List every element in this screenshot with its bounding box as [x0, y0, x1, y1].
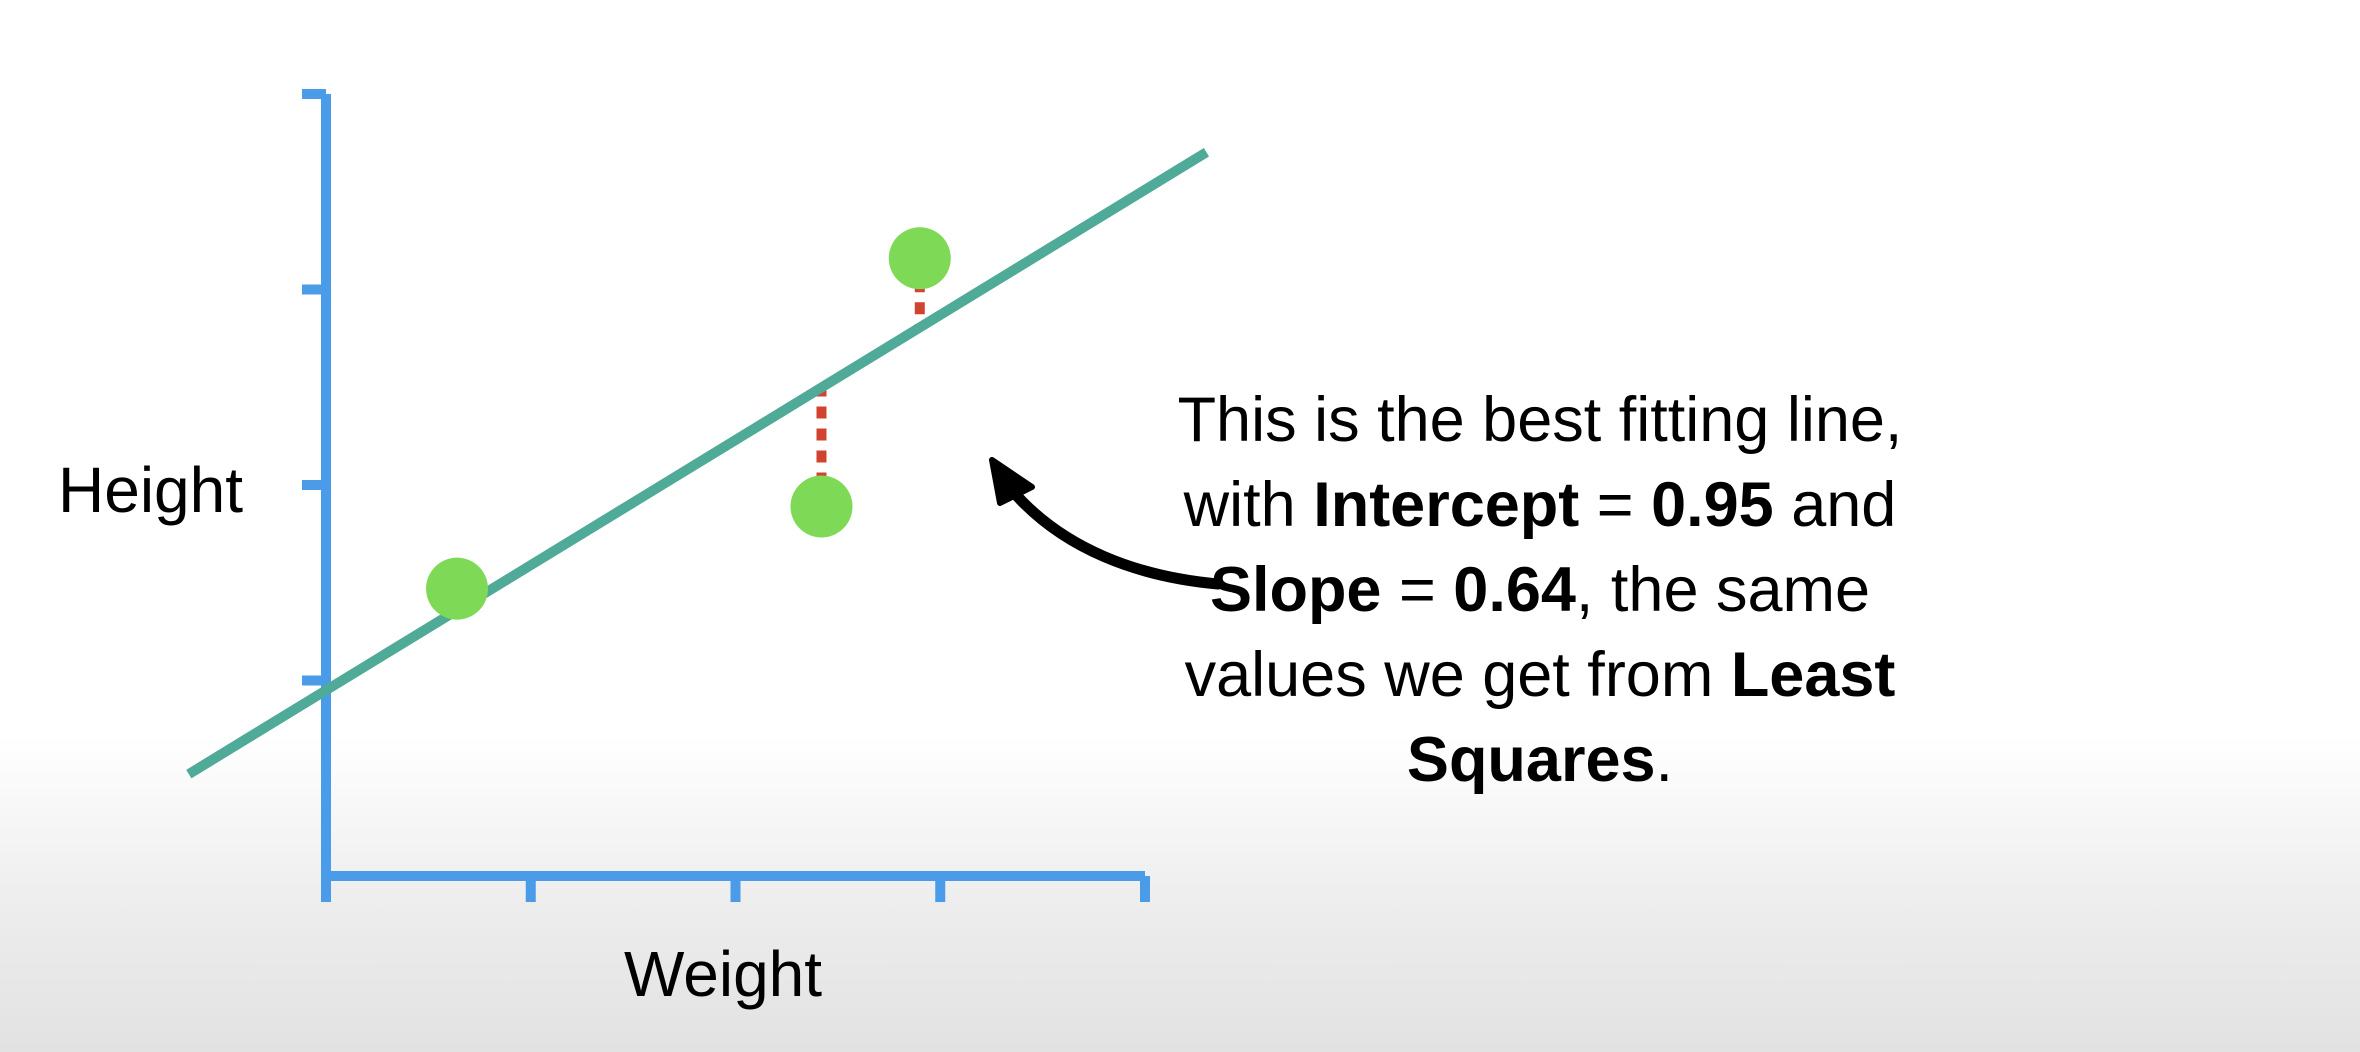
annotation-text-segment: This is the best fitting line,: [1177, 385, 1903, 455]
intercept-label: Intercept: [1313, 470, 1580, 540]
x-axis-label: Weight: [624, 938, 823, 1010]
annotation-text-segment: =: [1381, 555, 1454, 625]
slope-label: Slope: [1209, 555, 1382, 625]
annotation-line-1: This is the best fitting line,: [1170, 378, 1910, 463]
annotation-text-segment: =: [1579, 470, 1652, 540]
data-points: [426, 227, 951, 620]
annotation-arrow: [1004, 482, 1224, 590]
data-point: [790, 475, 853, 538]
y-axis-label: Height: [58, 454, 243, 526]
annotation-text-segment: with: [1183, 470, 1314, 540]
annotation-text-segment: values we get from: [1184, 640, 1731, 710]
annotation-text: This is the best fitting line, with Inte…: [1170, 378, 1910, 803]
data-point: [888, 227, 951, 290]
annotation-line-2: with Intercept = 0.95 and: [1170, 463, 1910, 548]
axes: [302, 89, 1150, 902]
annotation-line-4: values we get from Least: [1170, 633, 1910, 718]
fit-line-layer: [186, 147, 1210, 779]
fit-line: [186, 147, 1210, 779]
annotation-line-3: Slope = 0.64, the same: [1170, 548, 1910, 633]
slope-value: 0.64: [1453, 555, 1576, 625]
arrow-head-icon: [989, 457, 1035, 506]
annotation-text-segment: and: [1773, 470, 1897, 540]
intercept-value: 0.95: [1651, 470, 1774, 540]
annotation-text-segment: , the same: [1575, 555, 1871, 625]
residuals: [452, 258, 925, 611]
data-point: [426, 557, 489, 620]
annotation-arrow-layer: [989, 457, 1224, 590]
squares-label: Squares: [1406, 725, 1656, 795]
annotation-text-segment: .: [1655, 725, 1674, 795]
annotation-line-5: Squares.: [1170, 718, 1910, 803]
least-label: Least: [1730, 640, 1896, 710]
